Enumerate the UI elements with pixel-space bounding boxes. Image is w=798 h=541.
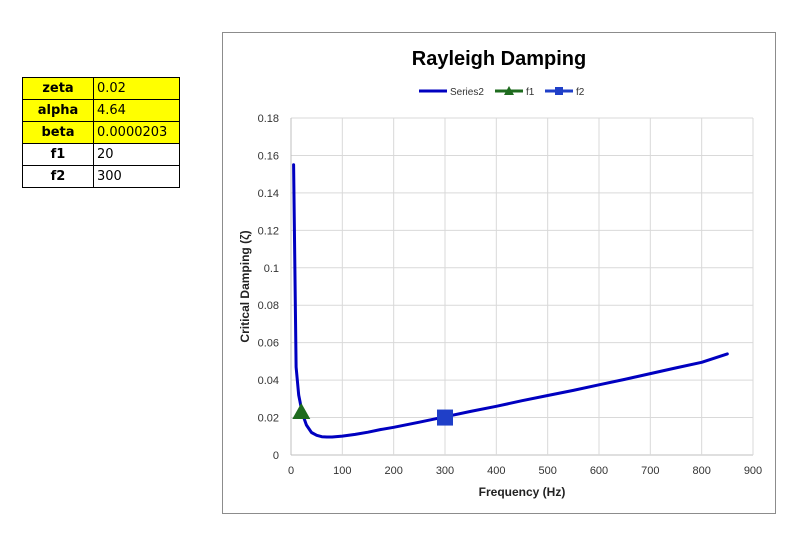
param-value[interactable]: 0.0000203 bbox=[93, 121, 180, 144]
param-value[interactable]: 4.64 bbox=[93, 99, 180, 122]
y-tick-label: 0.12 bbox=[258, 225, 279, 237]
param-label: alpha bbox=[22, 99, 94, 122]
x-tick-label: 500 bbox=[538, 465, 556, 477]
chart-area: Rayleigh Damping 0 0.02 0.04 0.06 0.08 0.1 0.12… bbox=[222, 32, 776, 514]
y-tick-label: 0.06 bbox=[258, 338, 279, 350]
x-tick-label: 400 bbox=[487, 465, 505, 477]
param-row-alpha: alpha 4.64 bbox=[22, 99, 180, 122]
marker-f1 bbox=[292, 402, 311, 419]
param-value[interactable]: 0.02 bbox=[93, 77, 180, 100]
legend-label-f2: f2 bbox=[576, 87, 585, 98]
param-value[interactable]: 20 bbox=[93, 143, 180, 166]
x-tick-label: 0 bbox=[288, 465, 294, 477]
y-tick-label: 0.1 bbox=[264, 263, 279, 275]
x-tick-label: 900 bbox=[744, 465, 762, 477]
x-tick-label: 200 bbox=[384, 465, 402, 477]
param-label: beta bbox=[22, 121, 94, 144]
y-tick-label: 0.04 bbox=[258, 375, 279, 387]
param-value[interactable]: 300 bbox=[93, 165, 180, 188]
y-axis-label: Critical Damping (ζ) bbox=[238, 230, 252, 342]
parameter-table: zeta 0.02 alpha 4.64 beta 0.0000203 f1 20 f2 300 bbox=[22, 77, 180, 188]
x-tick-label: 600 bbox=[590, 465, 608, 477]
chart-title: Rayleigh Damping bbox=[412, 48, 586, 70]
x-tick-label: 300 bbox=[436, 465, 454, 477]
param-row-beta: beta 0.0000203 bbox=[22, 121, 180, 144]
x-tick-label: 100 bbox=[333, 465, 351, 477]
param-label: f2 bbox=[22, 165, 94, 188]
y-tick-label: 0.08 bbox=[258, 300, 279, 312]
series-line-Series2 bbox=[292, 163, 729, 439]
x-tick-label: 800 bbox=[692, 465, 710, 477]
param-row-f2: f2 300 bbox=[22, 165, 180, 188]
x-tick-label: 700 bbox=[641, 465, 659, 477]
param-row-zeta: zeta 0.02 bbox=[22, 77, 180, 100]
y-tick-label: 0 bbox=[273, 450, 279, 462]
rayleigh-damping-chart: Rayleigh Damping 0 0.02 0.04 0.06 0.08 0.1 0.12… bbox=[238, 48, 762, 499]
y-tick-label: 0.02 bbox=[258, 413, 279, 425]
legend-label-Series2: Series2 bbox=[450, 87, 484, 98]
param-label: f1 bbox=[22, 143, 94, 166]
y-tick-label: 0.14 bbox=[258, 188, 279, 200]
param-row-f1: f1 20 bbox=[22, 143, 180, 166]
x-axis-label: Frequency (Hz) bbox=[479, 485, 566, 499]
legend-marker-f1 bbox=[504, 86, 514, 95]
y-tick-label: 0.16 bbox=[258, 150, 279, 162]
y-tick-label: 0.18 bbox=[258, 113, 279, 125]
legend-marker-f2 bbox=[555, 87, 563, 95]
legend-label-f1: f1 bbox=[526, 87, 535, 98]
param-label: zeta bbox=[22, 77, 94, 100]
marker-f2 bbox=[437, 409, 453, 426]
